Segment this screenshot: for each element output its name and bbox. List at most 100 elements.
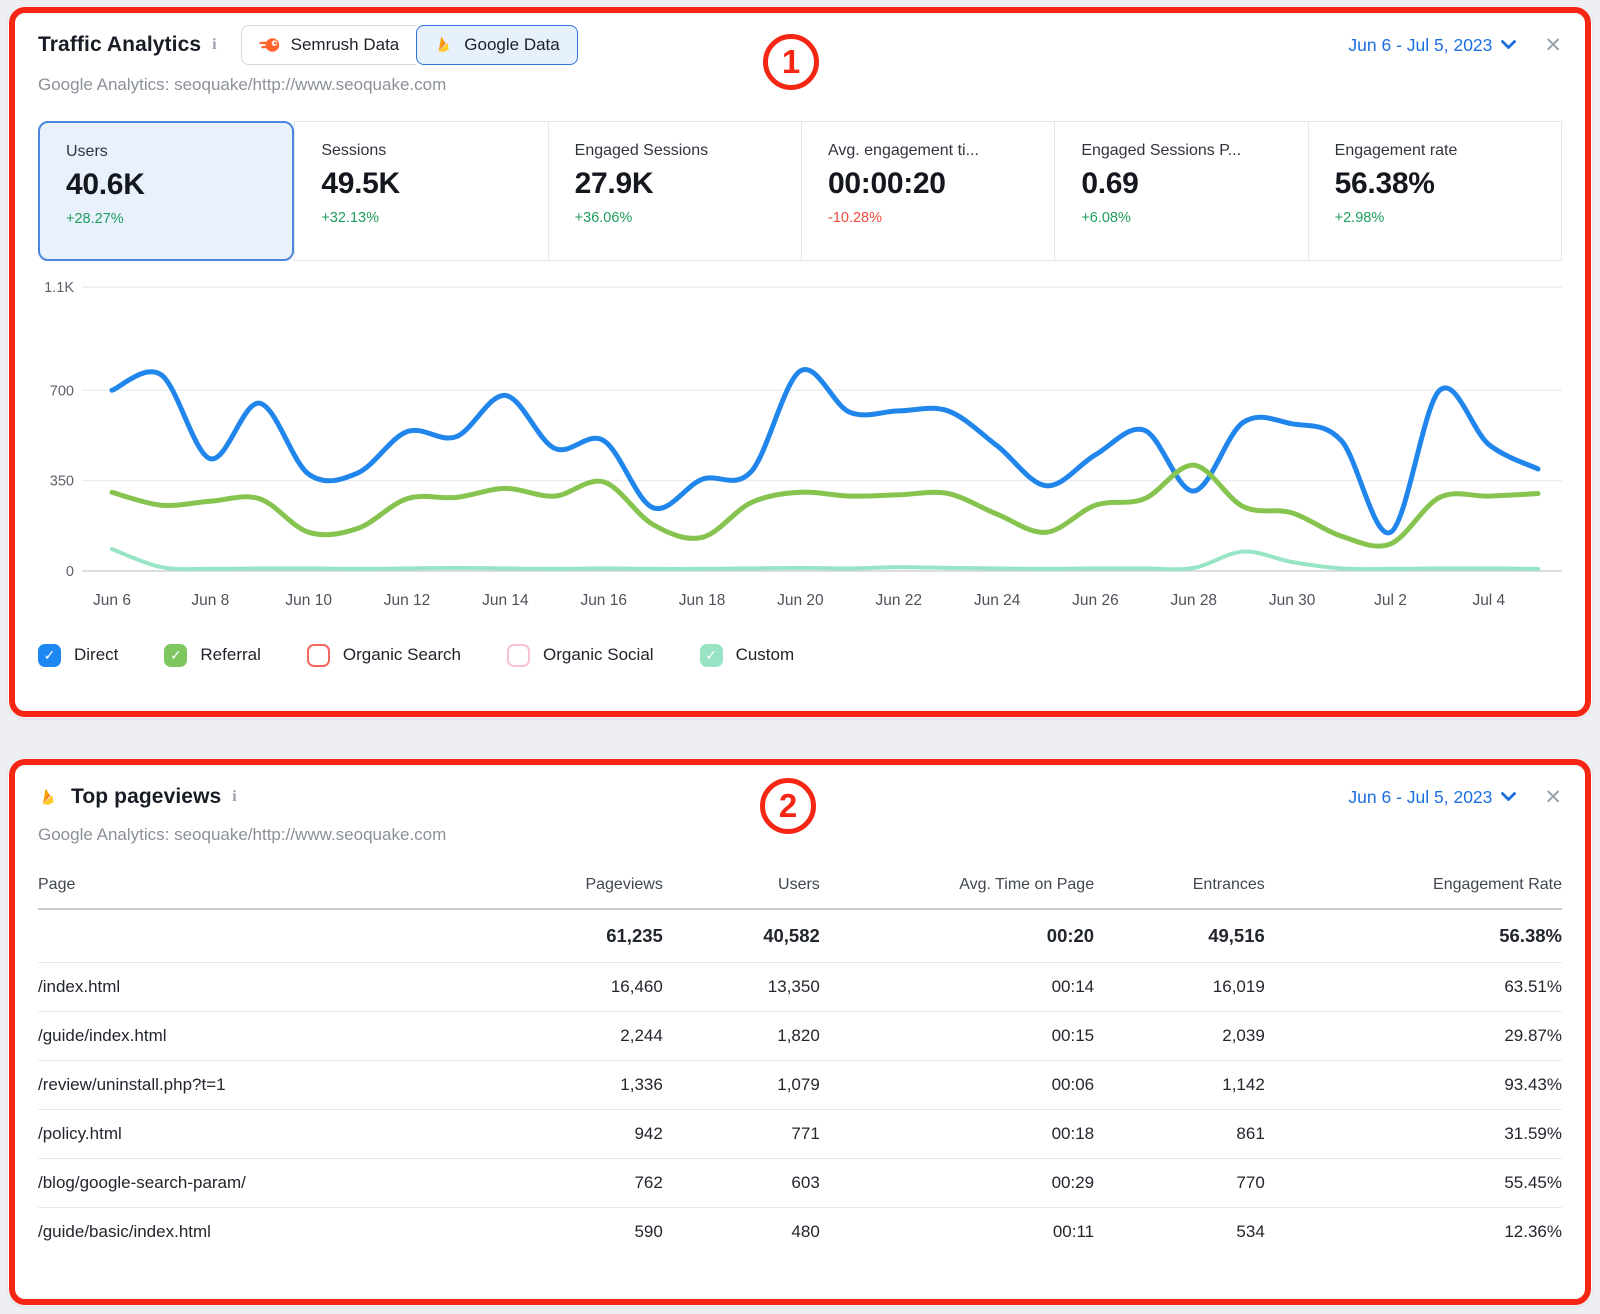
table-cell: 00:11 [1052,1222,1095,1241]
table-cell: 61,235 [510,909,663,963]
table-cell: /review/uninstall.php?t=1 [38,1060,511,1110]
metric-card-engaged-sessions[interactable]: Engaged Sessions 27.9K +36.06% [548,121,802,261]
table-cell: 31.59% [1264,1109,1562,1159]
table-cell: 12.36% [1504,1222,1562,1241]
table-cell: 63.51% [1264,962,1562,1012]
table-cell: /guide/index.html [38,1011,511,1061]
legend-checkbox-referral[interactable]: ✓ Referral [164,643,261,667]
metric-card-engagement-rate[interactable]: Engagement rate 56.38% +2.98% [1308,121,1562,261]
x-axis-tick-label: Jun 26 [1072,592,1119,609]
google-data-button[interactable]: Google Data [416,25,578,65]
page-title: Top pageviews [71,785,222,808]
metric-delta: -10.28% [827,210,882,226]
table-cell [38,909,511,963]
info-icon[interactable]: i [212,36,217,53]
legend-checkbox-organic-social[interactable]: Organic Social [507,643,654,667]
y-axis-tick-label: 350 [50,474,74,490]
x-axis-tick-label: Jun 14 [482,592,529,609]
metric-label: Engaged Sessions P... [1081,142,1242,159]
table-header-row: Page Pageviews Users Avg. Time on Page Entra… [38,863,1562,910]
x-axis-tick-label: Jun 30 [1269,592,1316,609]
date-range-selector[interactable]: Jun 6 - Jul 5, 2023 [1348,786,1517,808]
table-row: /guide/basic/index.html 590 480 00:11 534 12.… [38,1208,1562,1257]
firebase-flame-icon [434,35,454,55]
annotation-number-1: 1 [763,34,819,90]
y-axis-tick-label: 1.1K [44,280,74,296]
checkbox-icon: ✓ [38,643,61,667]
x-axis-tick-label: Jul 2 [1374,592,1407,609]
x-axis-tick-label: Jun 22 [875,592,922,609]
metric-card-sessions[interactable]: Sessions 49.5K +32.13% [294,121,549,261]
metric-delta: +2.98% [1334,210,1385,226]
table-cell: 1,142 [1094,1060,1265,1110]
metric-card-users[interactable]: Users 40.6K +28.27% [38,121,295,261]
chevron-down-icon [1501,792,1517,802]
chart-legend: ✓ Direct ✓ Referral Organic Search Organic So… [38,638,1562,672]
metric-value: 27.9K [574,167,654,200]
date-range-label: Jun 6 - Jul 5, 2023 [1348,34,1493,55]
table-cell: 13,350 [662,962,820,1012]
checkbox-icon: ✓ [164,643,188,667]
table-cell: /policy.html [38,1109,511,1159]
table-cell: 603 [662,1158,820,1208]
info-icon[interactable]: i [232,788,237,805]
traffic-line-chart[interactable]: 1.1K 700 350 0 Jun 6 Jun 8 Jun 10 Jun 12 Jun 14 J… [38,271,1562,624]
metric-label: Avg. engagement ti... [827,142,979,159]
checkbox-icon [507,643,530,667]
x-axis-tick-label: Jul 4 [1472,592,1505,609]
y-axis-tick-label: 700 [50,383,74,399]
table-cell: 2,244 [510,1011,663,1061]
metric-delta: +36.06% [574,210,633,226]
close-icon[interactable]: ✕ [1544,785,1562,809]
table-cell: 1,336 [510,1060,663,1110]
x-axis-tick-label: Jun 16 [580,592,627,609]
pageviews-table: Page Pageviews Users Avg. Time on Page Entra… [38,863,1562,1256]
metric-delta: +6.08% [1081,210,1131,226]
annotation-number-2: 2 [760,778,816,834]
metric-delta: +28.27% [66,211,124,227]
legend-label: Custom [735,645,795,664]
table-cell: 00:15 [819,1011,1095,1061]
legend-checkbox-organic-search[interactable]: Organic Search [306,643,461,667]
table-cell: 00:18 [819,1109,1095,1159]
ga-property-subtitle: Google Analytics: seoquake/http://www.se… [38,825,447,844]
x-axis-tick-label: Jun 18 [679,592,726,609]
google-data-label: Google Data [464,35,560,54]
table-cell: 00:29 [819,1158,1095,1208]
legend-checkbox-custom[interactable]: ✓ Custom [699,643,795,667]
table-cell: 480 [791,1222,820,1241]
firebase-flame-icon [38,787,59,808]
column-header-avg-time-on-page: Avg. Time on Page [819,863,1095,910]
legend-label: Organic Social [543,645,654,664]
table-cell: 40,582 [662,909,820,963]
column-header-engagement-rate: Engagement Rate [1264,863,1562,910]
date-range-label: Jun 6 - Jul 5, 2023 [1348,786,1493,807]
legend-checkbox-direct[interactable]: ✓ Direct [38,643,119,667]
metric-label: Engagement rate [1334,142,1458,159]
close-icon[interactable]: ✕ [1544,33,1562,57]
metric-card-engaged-sessions-p[interactable]: Engaged Sessions P... 0.69 +6.08% [1055,121,1309,261]
table-cell: /guide/basic/index.html [38,1222,211,1241]
data-source-toggle: Semrush Data Google Data [240,25,578,65]
y-axis-tick-label: 0 [66,564,74,580]
metric-card-avg-engagement-ti[interactable]: Avg. engagement ti... 00:00:20 -10.28% [801,121,1056,261]
checkbox-icon: ✓ [699,643,723,667]
table-cell: 771 [662,1109,820,1159]
table-cell: 29.87% [1264,1011,1562,1061]
metric-value: 0.69 [1081,167,1139,200]
table-cell: 16,019 [1094,962,1265,1012]
metric-value: 40.6K [66,168,145,201]
table-cell: 93.43% [1264,1060,1562,1110]
series-line-referral [109,462,1541,549]
table-cell: 1,820 [662,1011,820,1061]
legend-label: Organic Search [342,645,461,664]
x-axis-tick-label: Jun 10 [285,592,332,609]
series-line-custom [110,547,1540,572]
metric-value: 00:00:20 [827,167,946,200]
semrush-data-button[interactable]: Semrush Data [240,25,417,65]
table-cell: 55.45% [1264,1158,1562,1208]
legend-label: Direct [74,645,119,664]
date-range-selector[interactable]: Jun 6 - Jul 5, 2023 [1348,34,1517,56]
table-cell: 16,460 [510,962,663,1012]
x-axis-tick-label: Jun 20 [777,592,824,609]
